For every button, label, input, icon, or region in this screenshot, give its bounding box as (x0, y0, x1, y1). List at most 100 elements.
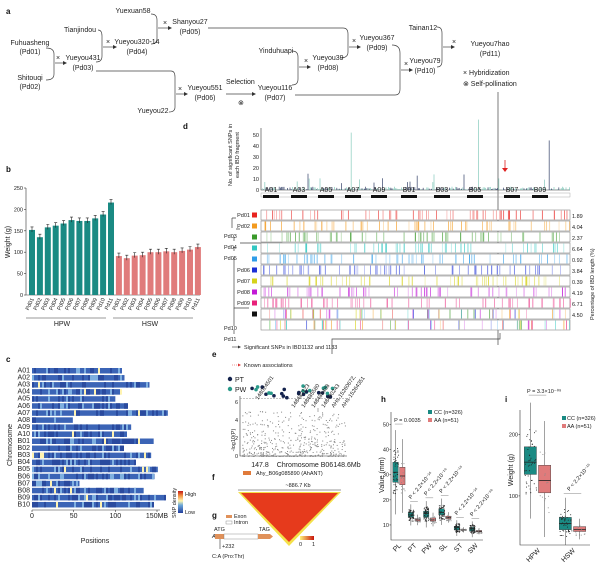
jitter-point (394, 479, 396, 481)
snp-point (331, 420, 333, 422)
ibd-segment (390, 265, 392, 275)
y-axis-label: Chromosome (7, 424, 14, 466)
ibd-segment (411, 276, 413, 286)
snp-point (289, 444, 291, 446)
ibd-segment (450, 276, 452, 286)
jitter-point (409, 510, 411, 512)
ibd-segment (500, 210, 502, 220)
density-cell (120, 466, 122, 473)
gene-icon (243, 471, 251, 475)
snp-point (321, 445, 323, 447)
ibd-segment (460, 309, 462, 319)
ibd-segment (516, 320, 518, 330)
density-cell (38, 459, 40, 466)
span-label: ~886.7 Kb (285, 483, 310, 489)
density-cell (144, 410, 146, 416)
jitter-point (459, 528, 461, 530)
snp-count-bar (550, 189, 551, 190)
ibd-segment (452, 265, 454, 275)
ibd-segment (552, 298, 554, 308)
jitter-point (397, 450, 399, 452)
snp-point (327, 455, 329, 457)
jitter-point (438, 514, 440, 516)
density-cell (88, 487, 90, 494)
density-cell (42, 487, 44, 494)
node-id: (Pd08) (317, 65, 338, 72)
ibd-segment (381, 243, 382, 253)
jitter-point (426, 506, 428, 508)
ibd-segment (302, 309, 304, 319)
snp-count-bar (544, 179, 545, 190)
jitter-point (472, 529, 474, 531)
ibd-segment (499, 265, 501, 275)
legend-aa: AA (n=51) (567, 424, 592, 430)
snp-point (321, 448, 323, 450)
y-tick-label: 30 (383, 473, 389, 479)
ibd-segment (416, 221, 418, 231)
snp-point (300, 433, 302, 435)
density-cell (44, 424, 46, 430)
snp-point (262, 455, 264, 457)
snp-count-bar (331, 187, 333, 190)
jitter-point (415, 520, 417, 522)
snp-point (333, 433, 335, 435)
ibd-segment (401, 276, 403, 286)
x-tick-label: ST (453, 542, 465, 554)
ibd-segment (389, 210, 391, 220)
jitter-point (410, 518, 412, 519)
jitter-point (443, 515, 445, 517)
p-value: P < 2.2×10⁻¹⁶ (566, 462, 593, 492)
jitter-point (539, 495, 541, 497)
density-cell (68, 459, 70, 466)
jitter-point (395, 460, 397, 462)
density-cell (34, 473, 36, 480)
snp-point (279, 426, 281, 428)
density-cell (80, 452, 82, 459)
ibd-segment (569, 298, 571, 308)
ibd-segment (528, 320, 530, 330)
snp-point (308, 438, 310, 440)
color-swatch (252, 245, 257, 251)
ibd-segment (407, 287, 409, 297)
ibd-segment (294, 243, 296, 253)
jitter-point (455, 525, 457, 527)
ibd-segment (461, 309, 463, 319)
significant-snp (301, 388, 305, 393)
density-cell (40, 494, 42, 501)
snp-point (299, 415, 301, 417)
ibd-segment (264, 298, 265, 308)
density-cell (114, 375, 116, 381)
ibd-segment (276, 210, 277, 220)
snp-count-bar (526, 188, 527, 190)
density-cell (84, 389, 86, 395)
snp-point (325, 444, 327, 446)
ibd-segment (421, 254, 423, 264)
ibd-segment (513, 265, 515, 275)
snp-point (279, 452, 281, 454)
jitter-point (471, 530, 473, 532)
ibd-segment (286, 232, 288, 242)
jitter-point (409, 518, 411, 520)
ibd-segment (539, 232, 541, 242)
density-cell (48, 368, 50, 374)
density-cell (104, 438, 106, 444)
ibd-segment (450, 243, 452, 253)
density-cell (98, 403, 100, 409)
snp-count-bar (461, 188, 462, 190)
snp-point (267, 424, 269, 426)
snp-count-bar (374, 187, 376, 190)
snp-point (303, 444, 305, 446)
jitter-point (563, 530, 565, 532)
snp-point (313, 425, 315, 427)
ibd-segment (517, 309, 519, 319)
ibd-segment (510, 309, 511, 319)
ibd-segment (551, 232, 553, 242)
jitter-point (562, 535, 564, 537)
snp-point (302, 450, 304, 452)
snp-point (319, 431, 321, 433)
ibd-segment (551, 287, 553, 297)
jitter-point (426, 507, 428, 509)
red-arrow-head (502, 168, 508, 172)
node-id: (Pd07) (264, 95, 285, 102)
snp-point (282, 441, 284, 443)
